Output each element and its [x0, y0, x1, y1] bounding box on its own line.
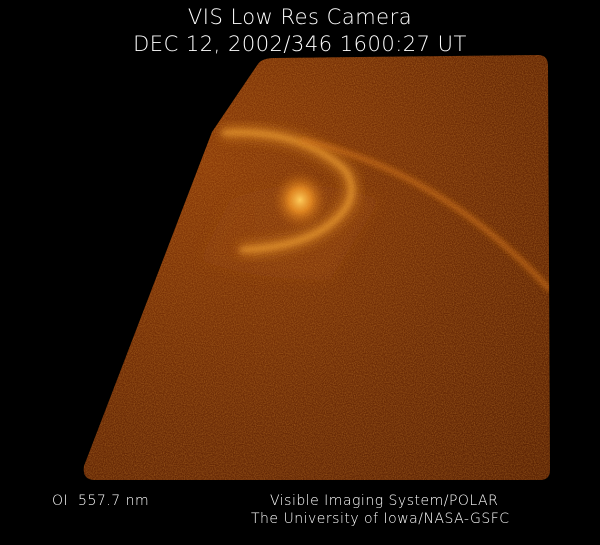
wavelength-label: OI 557.7 nm [52, 493, 150, 509]
credit-line-2: The University of Iowa/NASA-GSFC [251, 511, 510, 527]
image-title: VIS Low Res Camera [187, 5, 413, 29]
image-timestamp: DEC 12, 2002/346 1600:27 UT [133, 32, 467, 56]
credit-line-1: Visible Imaging System/POLAR [270, 493, 499, 509]
